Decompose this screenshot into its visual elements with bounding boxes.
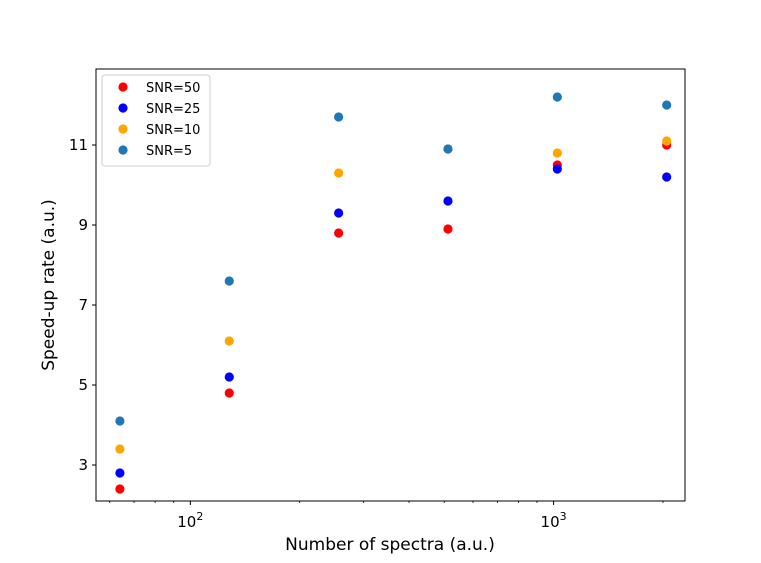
legend: SNR=50 SNR=25 SNR=10 SNR=5 [101, 74, 211, 167]
legend-marker [118, 145, 128, 155]
point-series-4 [552, 92, 562, 102]
y-tick-label: 7 [78, 296, 88, 314]
y-axis-label: Speed-up rate (a.u.) [39, 199, 59, 371]
point-series-4 [662, 100, 672, 110]
point-series-3 [662, 136, 672, 146]
point-series-3 [334, 168, 344, 178]
y-tick-label: 9 [78, 216, 88, 234]
point-series-2 [334, 208, 344, 218]
x-tick-label: 102 [177, 510, 203, 531]
y-tick-label: 3 [78, 456, 88, 474]
point-series-4 [334, 112, 344, 122]
y-tick-label: 5 [78, 376, 88, 394]
point-series-2 [115, 468, 125, 478]
point-series-1 [334, 228, 344, 238]
point-series-1 [224, 388, 234, 398]
legend-marker [118, 103, 128, 113]
legend-entry: SNR=5 [146, 144, 192, 159]
point-series-3 [552, 148, 562, 158]
legend-entry: SNR=50 [146, 81, 200, 96]
point-series-4 [115, 416, 125, 426]
x-axis-label: Number of spectra (a.u.) [285, 535, 495, 555]
point-series-2 [443, 196, 453, 206]
legend-entry: SNR=10 [146, 123, 200, 138]
point-series-2 [224, 372, 234, 382]
plot-frame [95, 68, 686, 502]
point-series-4 [224, 276, 234, 286]
x-tick-label: 103 [541, 510, 567, 531]
legend-box [101, 74, 211, 167]
y-axis: 3 5 7 9 11 [69, 136, 96, 474]
point-series-3 [115, 444, 125, 454]
x-axis: 102 103 [109, 501, 664, 531]
legend-marker [118, 124, 128, 134]
legend-marker [118, 82, 128, 92]
point-series-1 [115, 484, 125, 494]
point-series-1 [443, 224, 453, 234]
data-points [115, 92, 672, 494]
point-series-3 [224, 336, 234, 346]
y-tick-label: 11 [69, 136, 88, 154]
legend-entry: SNR=25 [146, 102, 200, 117]
point-series-2 [552, 164, 562, 174]
point-series-4 [443, 144, 453, 154]
point-series-2 [662, 172, 672, 182]
